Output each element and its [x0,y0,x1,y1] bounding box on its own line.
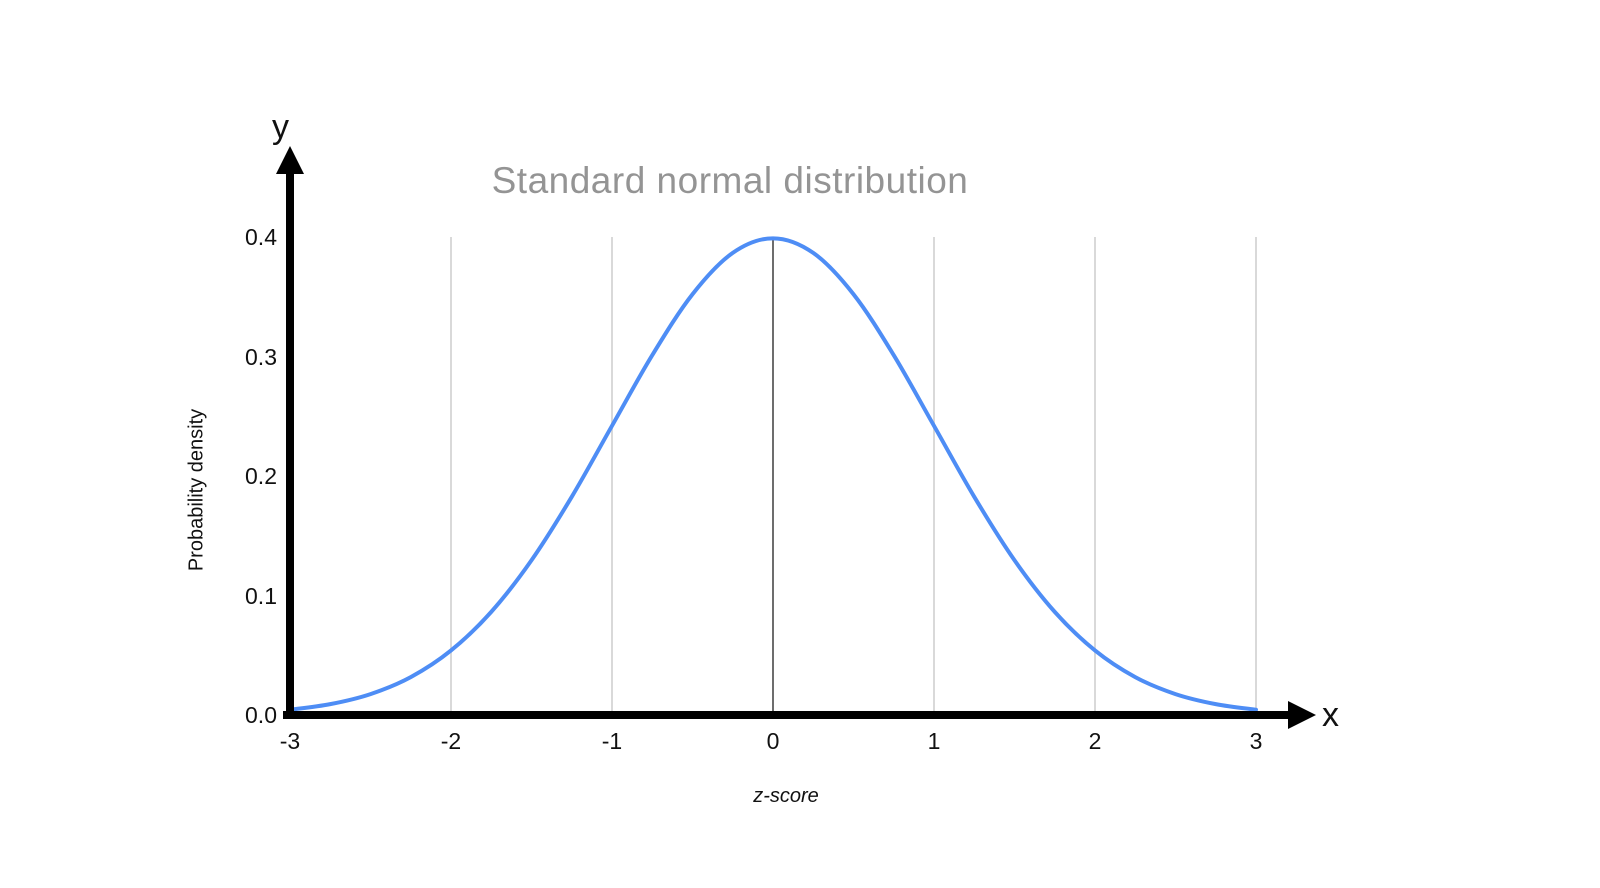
x-tick-label-0: 0 [766,728,780,754]
x-axis-title: z-score [753,785,819,807]
x-axis-letter: x [1322,696,1339,734]
normal-curve [288,236,1258,712]
y-tick-label-0.0: 0.0 [245,702,277,728]
y-tick-label-0.3: 0.3 [245,343,277,370]
x-tick-label-1: 1 [927,728,941,754]
x-tick-label--3: -3 [279,728,301,754]
x-tick-label-3: 3 [1249,728,1263,754]
y-tick-label-0.2: 0.2 [245,463,277,489]
y-axis-arrowhead [276,146,304,174]
x-tick-label--1: -1 [601,728,623,754]
y-tick-label-0.4: 0.4 [245,224,277,250]
y-axis-title: Probability density [185,408,208,572]
y-axis-letter: y [272,108,289,146]
x-axis-arrowhead [1288,701,1316,729]
y-tick-label-0.1: 0.1 [245,582,277,609]
x-tick-label--2: -2 [440,728,462,754]
chart-title: Standard normal distribution [491,160,969,201]
x-tick-label-2: 2 [1088,728,1102,754]
